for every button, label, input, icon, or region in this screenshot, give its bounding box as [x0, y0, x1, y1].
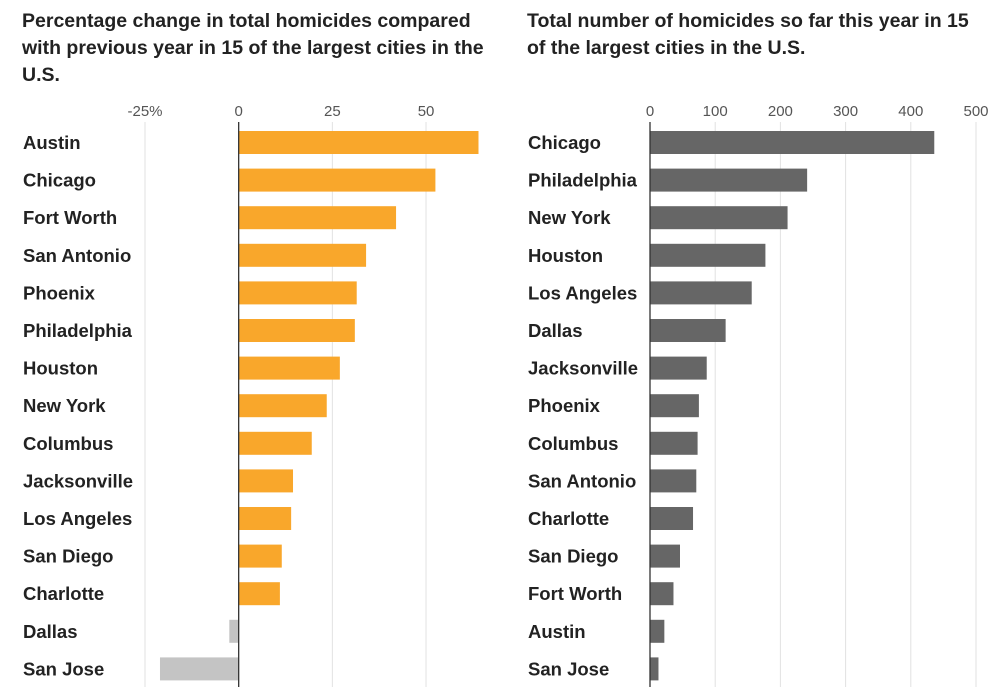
bar: [650, 544, 680, 568]
category-label: New York: [528, 207, 611, 228]
category-label: Charlotte: [528, 508, 609, 529]
category-label: New York: [23, 395, 106, 416]
x-tick-label: 25: [324, 103, 341, 120]
category-label: Philadelphia: [528, 170, 638, 191]
category-label: San Antonio: [528, 470, 636, 491]
category-label: Jacksonville: [528, 358, 638, 379]
bar: [238, 131, 479, 154]
bar: [650, 168, 808, 192]
bar: [238, 356, 340, 380]
x-tick-label: 100: [703, 103, 728, 120]
category-label: Fort Worth: [23, 207, 117, 228]
category-label: Columbus: [528, 433, 618, 454]
bar: [650, 619, 665, 643]
bar: [238, 469, 294, 493]
bar: [650, 394, 699, 418]
bar: [238, 206, 397, 230]
x-tick-label: 300: [833, 103, 858, 120]
chart-left-title: Percentage change in total homicides com…: [22, 10, 484, 86]
category-label: Columbus: [23, 433, 113, 454]
chart-right-title: Total number of homicides so far this ye…: [527, 10, 969, 59]
bar: [159, 657, 239, 681]
chart-right-panel: Total number of homicides so far this ye…: [500, 0, 1000, 693]
chart-right-plot: 0 100 200 300 400 500 Chicago Philadelphia New Y…: [528, 103, 989, 687]
category-label: San Jose: [23, 658, 104, 679]
bar: [650, 657, 659, 681]
bar: [650, 206, 788, 230]
bar: [650, 319, 726, 342]
bar: [238, 394, 327, 418]
chart-left-panel: Percentage change in total homicides com…: [22, 10, 484, 687]
category-label: Austin: [23, 132, 81, 153]
category-label: Los Angeles: [528, 282, 637, 303]
bar: [238, 582, 280, 606]
bar: [650, 507, 694, 530]
bar: [650, 582, 674, 606]
bar: [238, 281, 357, 305]
category-label: Dallas: [23, 621, 78, 642]
bar: [650, 281, 752, 305]
category-label: Chicago: [528, 132, 601, 153]
bar: [650, 469, 697, 493]
bar: [229, 619, 239, 643]
category-label: Phoenix: [23, 282, 96, 303]
x-tick-label: 50: [418, 103, 435, 120]
category-label: San Diego: [528, 546, 618, 567]
bar: [650, 131, 935, 154]
chart-left-plot: -25% 0 25 50 Austin Chicago Fort Worth San Anto…: [23, 103, 479, 687]
bar: [650, 356, 707, 380]
category-label: Jacksonville: [23, 470, 133, 491]
x-tick-label: -25%: [127, 103, 162, 120]
bar: [238, 319, 355, 342]
x-tick-label: 0: [646, 103, 654, 120]
category-label: San Jose: [528, 658, 609, 679]
category-label: Austin: [528, 621, 586, 642]
category-label: Fort Worth: [528, 583, 622, 604]
x-tick-label: 200: [768, 103, 793, 120]
bar: [650, 431, 698, 455]
category-label: Phoenix: [528, 395, 601, 416]
category-label: San Antonio: [23, 245, 131, 266]
category-label: Dallas: [528, 320, 583, 341]
bar: [238, 168, 436, 192]
category-label: San Diego: [23, 546, 113, 567]
x-tick-label: 400: [898, 103, 923, 120]
bar: [238, 243, 367, 267]
category-label: Los Angeles: [23, 508, 132, 529]
bar: [238, 431, 312, 455]
category-label: Chicago: [23, 170, 96, 191]
bar: [650, 243, 766, 267]
bar: [238, 544, 282, 568]
category-label: Houston: [23, 358, 98, 379]
category-label: Houston: [528, 245, 603, 266]
x-tick-label: 0: [235, 103, 243, 120]
x-tick-label: 500: [963, 103, 988, 120]
category-label: Charlotte: [23, 583, 104, 604]
category-label: Philadelphia: [23, 320, 133, 341]
bar: [238, 507, 292, 530]
